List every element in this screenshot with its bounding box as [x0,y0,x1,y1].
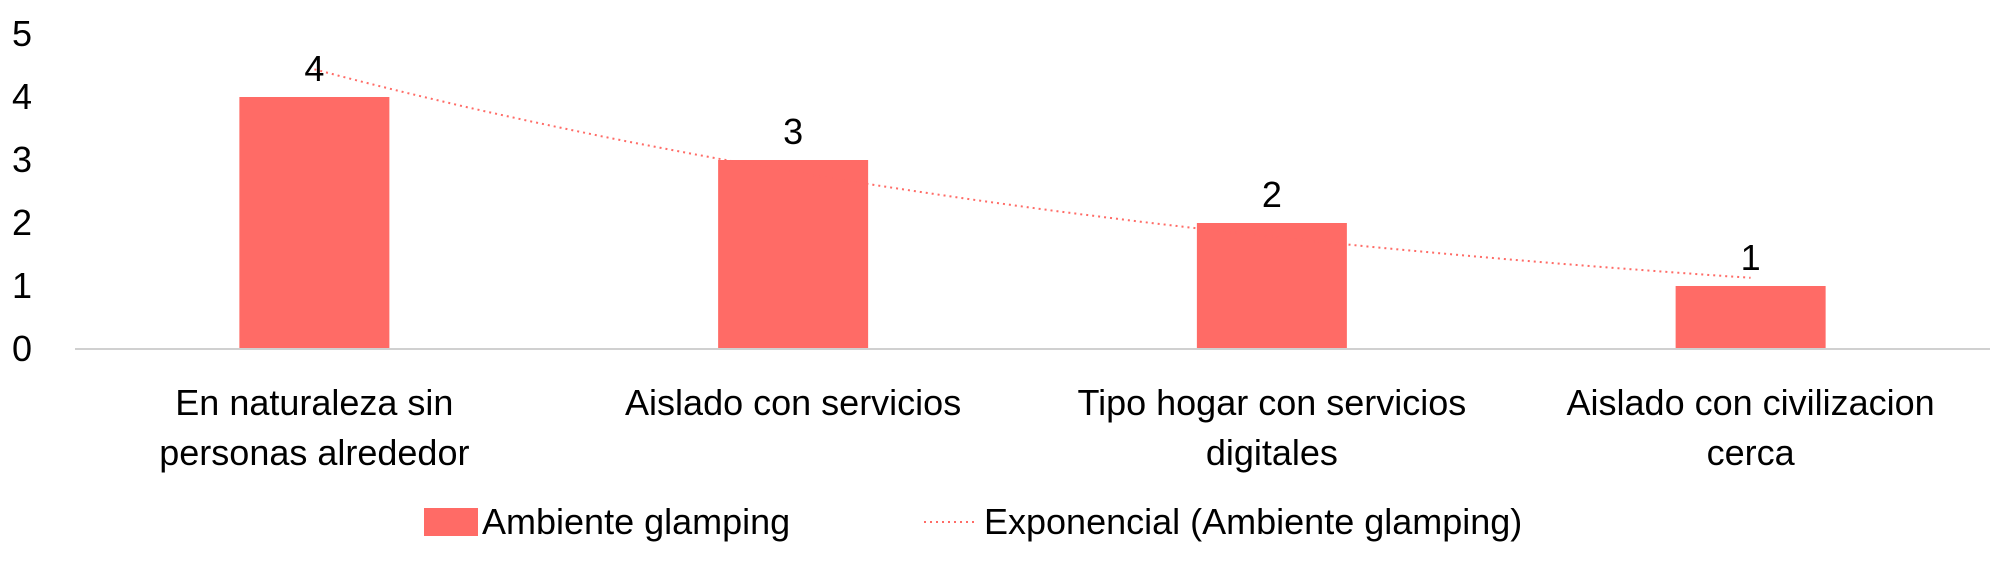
x-tick-label-line: Aislado con servicios [625,382,961,423]
y-tick-label: 4 [12,76,32,117]
legend-swatch-bar [424,508,478,536]
x-tick-label-line: Aislado con civilizacion [1567,382,1935,423]
data-label: 1 [1741,237,1761,278]
x-tick-label: Aislado con servicios [625,382,961,423]
x-axis-labels: En naturaleza sin personas alrededor Aisla… [159,382,1934,473]
bar-series [239,97,1826,349]
x-tick-label-line: Tipo hogar con servicios [1077,382,1466,423]
data-label: 2 [1262,174,1282,215]
x-tick-label-line: personas alrededor [159,432,469,473]
x-tick-label: En naturaleza sin personas alrededor [159,382,469,473]
data-labels: 4 3 2 1 [304,48,1760,278]
bar [1196,223,1347,349]
data-label: 3 [783,111,803,152]
y-tick-label: 2 [12,202,32,243]
legend: Ambiente glamping Exponencial (Ambiente … [424,501,1522,542]
x-tick-label-line: cerca [1707,432,1796,473]
y-tick-label: 3 [12,139,32,180]
exponential-trendline [314,68,1751,279]
bar [718,160,869,349]
y-tick-label: 0 [12,328,32,369]
y-tick-label: 5 [12,13,32,54]
bar [1675,286,1826,349]
x-tick-label: Tipo hogar con servicios digitales [1077,382,1466,473]
y-tick-label: 1 [12,265,32,306]
data-label: 4 [304,48,324,89]
legend-label-trendline: Exponencial (Ambiente glamping) [984,501,1522,542]
x-tick-label-line: En naturaleza sin [175,382,453,423]
bar [239,97,390,349]
x-tick-label: Aislado con civilizacion cerca [1567,382,1935,473]
legend-label-bar: Ambiente glamping [482,501,790,542]
x-tick-label-line: digitales [1206,432,1338,473]
y-axis: 0 1 2 3 4 5 [12,13,32,369]
